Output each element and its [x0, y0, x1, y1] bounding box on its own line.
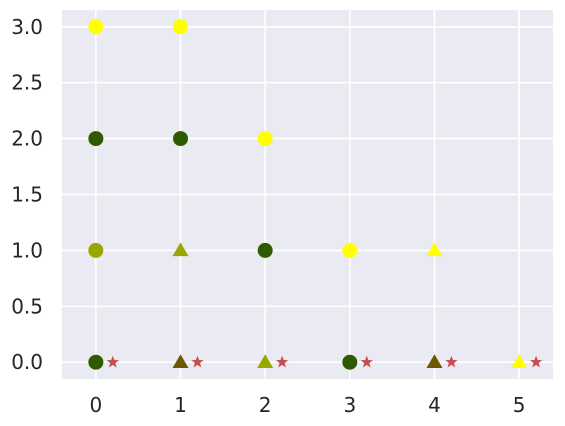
x-tick-label: 3 — [343, 393, 356, 417]
x-tick-label: 4 — [428, 393, 441, 417]
x-tick-label: 5 — [513, 393, 526, 417]
data-point-circle — [258, 243, 273, 258]
y-tick-label: 2.0 — [11, 127, 43, 151]
y-tick-label: 1.5 — [11, 183, 43, 207]
data-point-circle — [88, 355, 103, 370]
y-axis-tick-labels: 0.0 0.5 1.0 1.5 2.0 2.5 3.0 — [11, 15, 43, 374]
y-tick-label: 0.0 — [11, 350, 43, 374]
data-point-circle — [342, 243, 357, 258]
data-point-circle — [88, 19, 103, 34]
data-point-circle — [88, 131, 103, 146]
y-tick-label: 3.0 — [11, 15, 43, 39]
y-tick-label: 2.5 — [11, 71, 43, 95]
y-tick-label: 1.0 — [11, 238, 43, 262]
data-point-circle — [88, 243, 103, 258]
data-point-circle — [342, 355, 357, 370]
data-point-circle — [173, 131, 188, 146]
x-axis-tick-labels: 0 1 2 3 4 5 — [89, 393, 525, 417]
x-tick-label: 2 — [259, 393, 272, 417]
y-tick-label: 0.5 — [11, 294, 43, 318]
x-tick-label: 1 — [174, 393, 187, 417]
data-point-circle — [173, 19, 188, 34]
data-point-circle — [258, 131, 273, 146]
x-tick-label: 0 — [89, 393, 102, 417]
